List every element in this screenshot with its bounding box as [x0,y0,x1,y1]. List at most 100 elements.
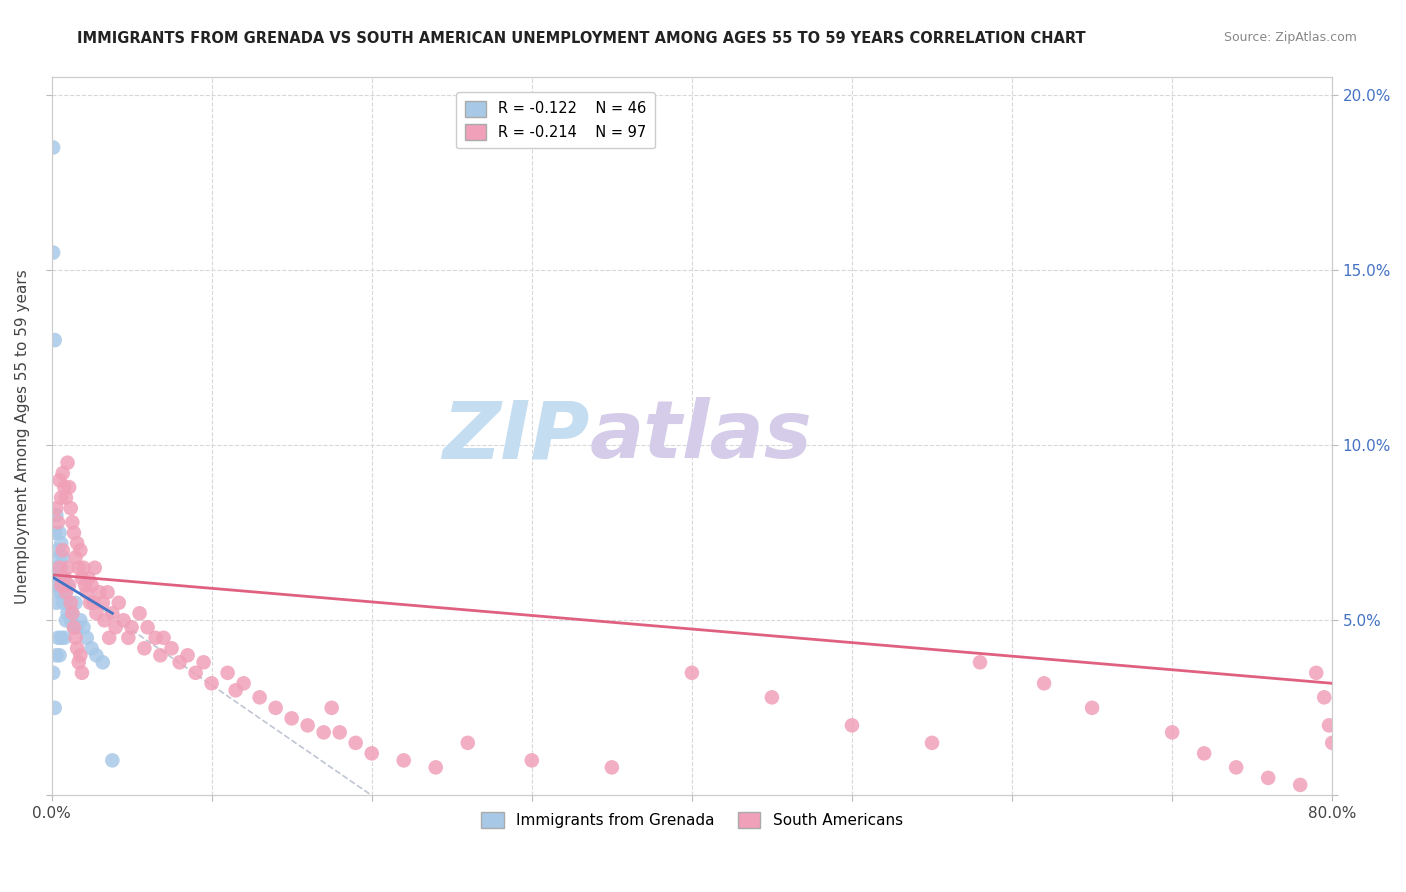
Point [69,543,91,558]
Point [66,641,89,656]
Point [46,560,69,574]
Point [104,620,127,634]
Point [59,501,82,516]
Point [69,648,91,663]
Point [280,711,302,725]
Point [329,725,352,739]
Point [49,491,72,505]
Point [59,613,82,627]
Point [58,596,80,610]
Point [841,718,863,732]
Point [65,550,87,565]
Point [65,596,87,610]
Point [70,665,93,680]
Point [53,571,76,585]
Point [75,578,97,592]
Point [44,525,66,540]
Point [249,690,271,705]
Point [48,550,70,565]
Point [91,656,114,670]
Point [217,665,239,680]
Point [42,245,65,260]
Point [48,571,70,585]
Point [91,596,114,610]
Point [1081,701,1104,715]
Point [83,560,105,574]
Point [184,665,207,680]
Point [44,701,66,715]
Point [55,491,77,505]
Point [66,620,89,634]
Point [60,515,83,529]
Point [46,543,69,558]
Point [1289,778,1312,792]
Point [63,525,86,540]
Point [82,596,104,610]
Point [76,631,98,645]
Point [69,613,91,627]
Point [1313,690,1336,705]
Point [1033,676,1056,690]
Point [44,333,66,347]
Point [52,571,75,585]
Point [56,560,79,574]
Point [176,648,198,663]
Point [67,656,90,670]
Point [1322,736,1344,750]
Point [761,690,783,705]
Legend: Immigrants from Grenada, South Americans: Immigrants from Grenada, South Americans [475,805,908,834]
Point [42,140,65,154]
Point [96,585,118,599]
Point [48,648,70,663]
Point [49,631,72,645]
Point [1257,771,1279,785]
Point [1317,718,1340,732]
Point [60,607,83,621]
Text: ZIP: ZIP [441,398,589,475]
Point [56,607,79,621]
Point [49,578,72,592]
Point [921,736,943,750]
Point [93,613,115,627]
Point [53,480,76,494]
Point [425,760,447,774]
Point [70,571,93,585]
Point [225,683,247,698]
Point [63,620,86,634]
Point [60,607,83,621]
Point [59,596,82,610]
Point [681,665,703,680]
Point [312,725,335,739]
Point [80,578,103,592]
Point [297,718,319,732]
Point [55,613,77,627]
Point [53,585,76,599]
Point [392,753,415,767]
Point [48,560,70,574]
Point [46,631,69,645]
Point [56,456,79,470]
Point [72,620,94,634]
Text: Source: ZipAtlas.com: Source: ZipAtlas.com [1223,31,1357,45]
Point [98,631,121,645]
Point [49,536,72,550]
Point [55,585,77,599]
Point [52,550,75,565]
Point [193,656,215,670]
Point [457,736,479,750]
Point [128,607,150,621]
Point [77,571,100,585]
Point [67,560,90,574]
Point [46,578,69,592]
Point [52,466,75,480]
Point [201,676,224,690]
Point [76,585,98,599]
Point [160,641,183,656]
Point [101,753,124,767]
Point [1225,760,1247,774]
Point [45,560,67,574]
Point [344,736,367,750]
Point [101,607,124,621]
Point [321,701,343,715]
Point [169,656,191,670]
